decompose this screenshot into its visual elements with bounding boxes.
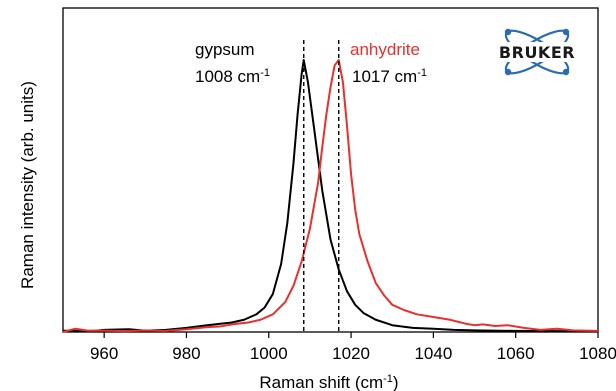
x-tick-label-1040: 1040 [414, 344, 452, 363]
annotation-anhydrite-peak: 1017 cm-1 [352, 67, 427, 86]
x-tick-label-1000: 1000 [250, 344, 288, 363]
x-tick-label-980: 980 [172, 344, 200, 363]
axis-labels: Raman shift (cm-1) Raman intensity (arb.… [18, 81, 399, 391]
x-tick-label-960: 960 [90, 344, 118, 363]
series-layer [62, 59, 599, 333]
bruker-logo: BRUKER [497, 28, 578, 76]
annotation-anhydrite-name: anhydrite [350, 40, 420, 59]
x-ticks: 960 980 1000 1020 1040 1060 1080 [90, 332, 616, 363]
series-line-anhydrite [62, 59, 599, 333]
x-tick-label-1020: 1020 [332, 344, 370, 363]
x-axis-label: Raman shift (cm-1) [259, 373, 398, 391]
annotation-gypsum-name: gypsum [195, 40, 255, 59]
x-axis-label-main: Raman shift (cm [259, 373, 383, 391]
logo-text-backdrop [497, 42, 578, 62]
x-tick-label-1080: 1080 [579, 344, 616, 363]
x-axis-label-tail: ) [393, 373, 399, 391]
series-line-gypsum [62, 59, 599, 333]
y-axis-label: Raman intensity (arb. units) [18, 81, 37, 289]
logo-text: BRUKER [499, 43, 575, 62]
annotations: gypsum 1008 cm-1 anhydrite 1017 cm-1 [195, 40, 427, 86]
x-axis-label-sup: -1 [383, 373, 393, 385]
annotation-gypsum-peak: 1008 cm-1 [195, 67, 270, 86]
plot-frame [62, 7, 599, 333]
axes [62, 7, 599, 333]
annotation-anhydrite-peak-value: 1017 cm [352, 67, 417, 86]
x-tick-label-1060: 1060 [497, 344, 535, 363]
annotation-anhydrite-peak-sup: -1 [417, 67, 427, 79]
annotation-gypsum-peak-sup: -1 [260, 67, 270, 79]
annotation-gypsum-peak-value: 1008 cm [195, 67, 260, 86]
